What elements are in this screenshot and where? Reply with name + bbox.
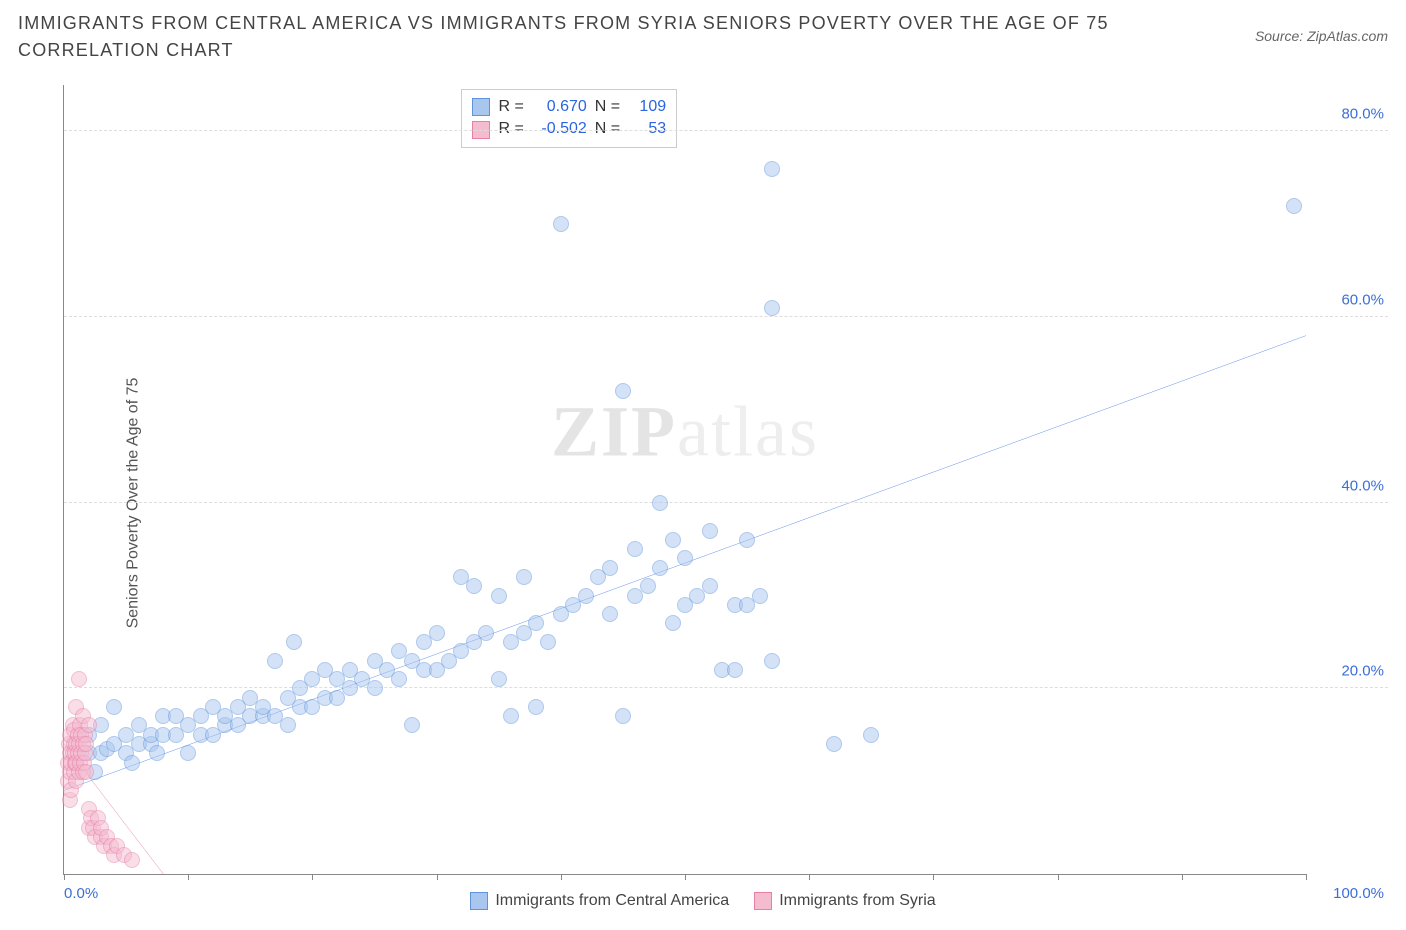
legend-label: Immigrants from Central America: [495, 892, 729, 910]
scatter-point: [640, 578, 656, 594]
scatter-point: [665, 532, 681, 548]
scatter-point: [764, 161, 780, 177]
scatter-point: [78, 764, 94, 780]
scatter-point: [652, 495, 668, 511]
stat-r-value: 0.670: [532, 96, 587, 118]
watermark-bold: ZIP: [551, 392, 677, 472]
scatter-point: [677, 550, 693, 566]
scatter-point: [863, 727, 879, 743]
y-tick-label: 40.0%: [1341, 477, 1384, 494]
scatter-point: [602, 560, 618, 576]
x-tick: [1058, 874, 1059, 880]
scatter-point: [180, 745, 196, 761]
scatter-point: [528, 699, 544, 715]
scatter-point: [429, 625, 445, 641]
scatter-point: [280, 717, 296, 733]
scatter-point: [124, 852, 140, 868]
scatter-point: [615, 708, 631, 724]
scatter-point: [764, 300, 780, 316]
scatter-point: [124, 755, 140, 771]
stat-r-label: R =: [498, 96, 523, 118]
scatter-point: [516, 569, 532, 585]
scatter-point: [826, 736, 842, 752]
source-credit: Source: ZipAtlas.com: [1255, 10, 1388, 44]
legend-item: Immigrants from Syria: [754, 892, 935, 910]
plot-region: ZIPatlas R =0.670N =109R =-0.502N =53 20…: [63, 85, 1306, 875]
stat-n-value: 109: [628, 96, 666, 118]
gridline-h: [64, 316, 1388, 317]
legend-label: Immigrants from Syria: [779, 892, 935, 910]
y-tick-label: 60.0%: [1341, 292, 1384, 309]
y-tick-label: 80.0%: [1341, 106, 1384, 123]
x-tick: [561, 874, 562, 880]
scatter-point: [367, 680, 383, 696]
scatter-point: [71, 671, 87, 687]
bottom-legend: Immigrants from Central America Immigrant…: [18, 892, 1388, 910]
scatter-point: [491, 588, 507, 604]
scatter-point: [491, 671, 507, 687]
scatter-point: [78, 736, 94, 752]
trend-lines: [64, 85, 1306, 874]
scatter-point: [106, 699, 122, 715]
scatter-point: [615, 383, 631, 399]
scatter-point: [286, 634, 302, 650]
watermark: ZIPatlas: [551, 391, 819, 474]
scatter-point: [404, 717, 420, 733]
gridline-h: [64, 130, 1388, 131]
scatter-point: [391, 671, 407, 687]
scatter-point: [602, 606, 618, 622]
scatter-point: [702, 523, 718, 539]
source-name: ZipAtlas.com: [1307, 28, 1388, 44]
x-tick: [933, 874, 934, 880]
scatter-point: [528, 615, 544, 631]
legend-swatch: [470, 892, 488, 910]
x-tick: [64, 874, 65, 880]
scatter-point: [540, 634, 556, 650]
legend-swatch: [472, 98, 490, 116]
scatter-point: [503, 708, 519, 724]
legend-item: Immigrants from Central America: [470, 892, 729, 910]
gridline-h: [64, 687, 1388, 688]
scatter-point: [764, 653, 780, 669]
x-tick: [1306, 874, 1307, 880]
stats-row: R = 0.670 N = 109: [472, 96, 666, 118]
scatter-point: [665, 615, 681, 631]
scatter-point: [752, 588, 768, 604]
x-tick: [188, 874, 189, 880]
legend-swatch: [754, 892, 772, 910]
watermark-light: atlas: [677, 392, 819, 472]
scatter-point: [652, 560, 668, 576]
scatter-point: [727, 662, 743, 678]
chart-title: IMMIGRANTS FROM CENTRAL AMERICA VS IMMIG…: [18, 10, 1118, 64]
scatter-point: [739, 532, 755, 548]
stats-legend-box: R =0.670N =109R =-0.502N =53: [461, 89, 677, 148]
stat-n-label: N =: [595, 96, 620, 118]
source-prefix: Source:: [1255, 28, 1307, 44]
scatter-point: [81, 717, 97, 733]
x-tick: [685, 874, 686, 880]
scatter-point: [149, 745, 165, 761]
scatter-point: [627, 541, 643, 557]
x-tick: [809, 874, 810, 880]
scatter-point: [553, 216, 569, 232]
x-tick: [1182, 874, 1183, 880]
x-tick: [312, 874, 313, 880]
scatter-point: [267, 653, 283, 669]
scatter-point: [578, 588, 594, 604]
scatter-point: [466, 578, 482, 594]
scatter-point: [478, 625, 494, 641]
scatter-point: [702, 578, 718, 594]
chart-area: Seniors Poverty Over the Age of 75 ZIPat…: [18, 85, 1388, 920]
scatter-point: [1286, 198, 1302, 214]
gridline-h: [64, 502, 1388, 503]
y-tick-label: 20.0%: [1341, 663, 1384, 680]
x-tick: [437, 874, 438, 880]
